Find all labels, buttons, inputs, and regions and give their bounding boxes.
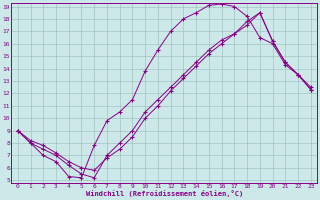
X-axis label: Windchill (Refroidissement éolien,°C): Windchill (Refroidissement éolien,°C) <box>86 190 243 197</box>
